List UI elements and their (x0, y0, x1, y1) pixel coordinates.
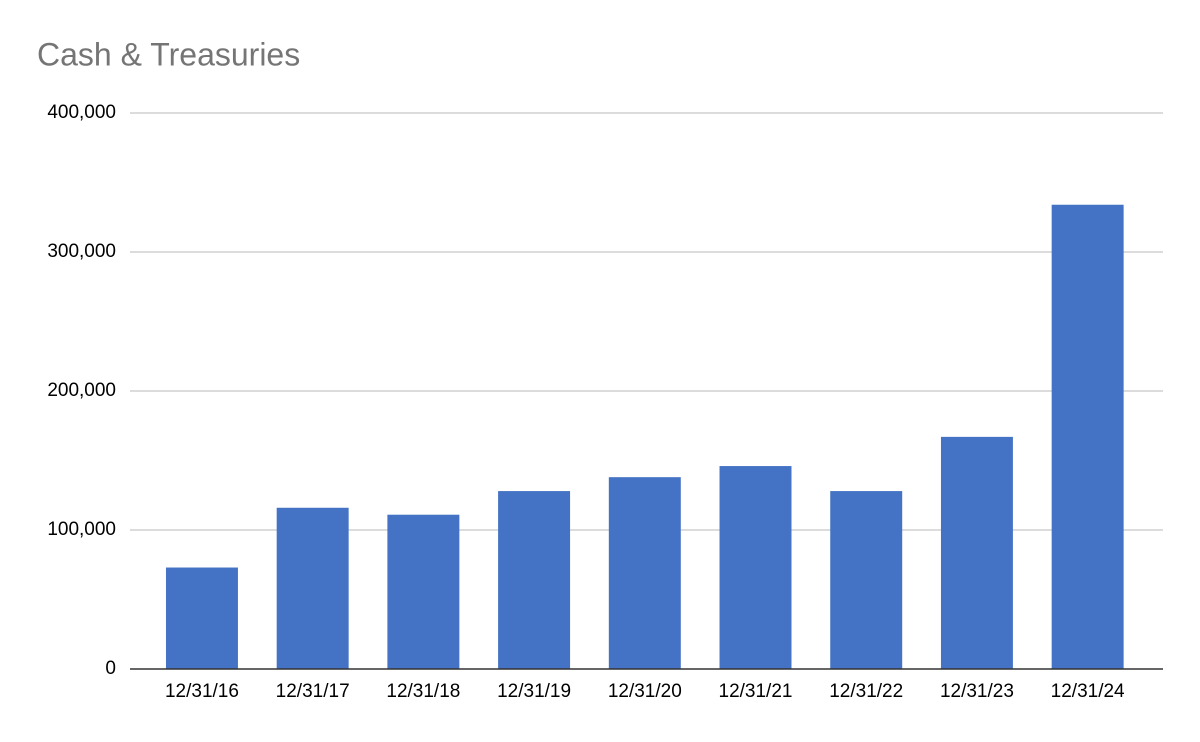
bar (387, 514, 460, 669)
x-tick-label: 12/31/24 (1051, 681, 1125, 702)
bar (940, 436, 1013, 669)
x-tick-label: 12/31/21 (719, 681, 793, 702)
bar (276, 507, 349, 669)
chart-title: Cash & Treasuries (37, 36, 300, 72)
x-tick-label: 12/31/22 (829, 681, 903, 702)
y-tick-label: 0 (105, 658, 116, 679)
bar (1051, 204, 1124, 670)
y-tick-label: 300,000 (47, 241, 116, 262)
bar (165, 567, 238, 669)
y-tick-label: 100,000 (47, 519, 116, 540)
y-tick-label: 400,000 (47, 102, 116, 123)
bar (498, 491, 571, 669)
y-tick-label: 200,000 (47, 380, 116, 401)
x-tick-label: 12/31/19 (497, 681, 571, 702)
bar (830, 491, 903, 669)
bar (719, 466, 792, 669)
x-tick-label: 12/31/23 (940, 681, 1014, 702)
bar (608, 477, 681, 669)
x-tick-label: 12/31/18 (386, 681, 460, 702)
x-tick-label: 12/31/16 (165, 681, 239, 702)
x-tick-label: 12/31/20 (608, 681, 682, 702)
x-tick-label: 12/31/17 (276, 681, 350, 702)
